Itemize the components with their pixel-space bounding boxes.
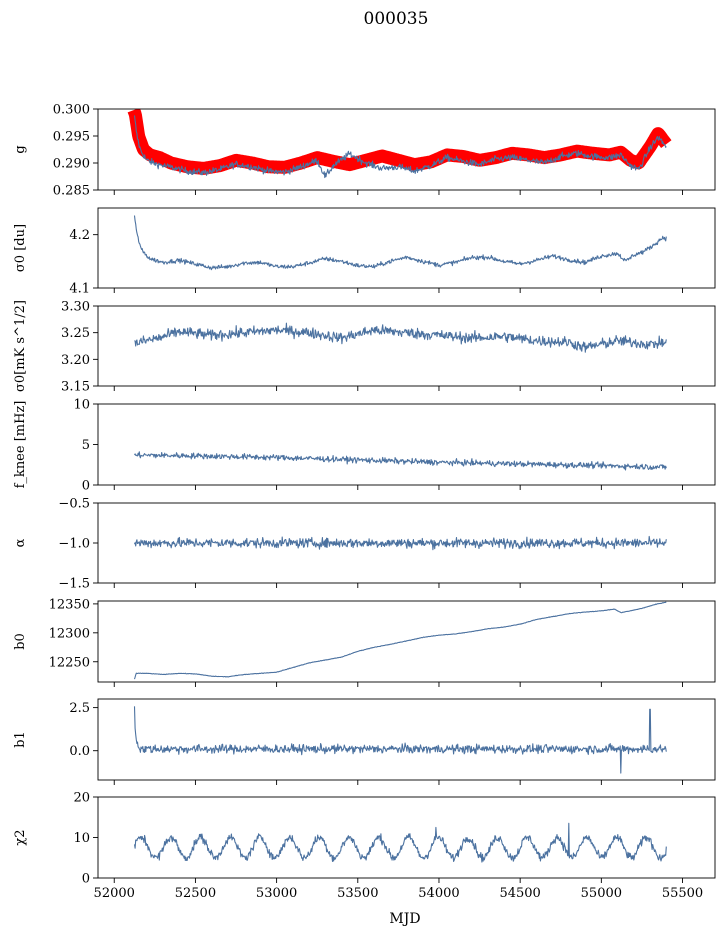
- y-tick-label: 10: [73, 398, 90, 413]
- y-tick-label: −0.5: [58, 497, 90, 512]
- y-axis-label: b1: [13, 731, 28, 748]
- y-tick-label: 10: [73, 831, 90, 846]
- series-data-line: [133, 215, 667, 271]
- x-tick-label: 54500: [499, 886, 540, 901]
- y-tick-label: 5: [82, 438, 90, 453]
- panel-frame: [97, 108, 716, 191]
- y-axis-label: α: [13, 538, 28, 547]
- x-tick-label: 52000: [94, 886, 135, 901]
- series-data-line: [134, 322, 667, 353]
- panel-fknee: 0 5 10 f_knee [mHz]: [13, 398, 716, 494]
- y-tick-label: 2.5: [69, 701, 90, 716]
- y-tick-label: 4.1: [69, 282, 90, 297]
- y-tick-label: 3.15: [61, 380, 90, 395]
- panel-frame: [97, 207, 716, 289]
- x-tick-label: 52500: [175, 886, 216, 901]
- series-model-line: [127, 109, 673, 175]
- y-tick-label: −1.0: [58, 537, 90, 552]
- x-tick-label: 53000: [256, 886, 297, 901]
- y-tick-label: 0.300: [53, 103, 90, 118]
- y-axis-label: b0: [13, 633, 28, 650]
- series-data-line: [133, 535, 667, 551]
- panel-b0: 12250 12300 12350 b0: [13, 597, 716, 687]
- panel-frame: [97, 305, 716, 387]
- x-tick-label: 53500: [337, 886, 378, 901]
- y-tick-label: 0.295: [53, 130, 90, 145]
- panel-g: 0.285 0.290 0.295 0.300 g: [13, 103, 716, 199]
- y-tick-label: 3.30: [61, 300, 90, 315]
- y-tick-label: 0.0: [69, 744, 90, 759]
- x-tick-label: 54000: [418, 886, 459, 901]
- x-axis-label: MJD: [389, 911, 420, 927]
- panel-frame: [97, 600, 716, 683]
- y-axis-label: f_knee [mHz]: [13, 401, 28, 489]
- panel-sigma0-mk: 3.15 3.20 3.25 3.30 σ0[mK s^1/2]: [13, 300, 716, 395]
- y-tick-label: 0.290: [53, 157, 90, 172]
- y-tick-label: 0: [82, 872, 90, 887]
- panel-alpha: −1.5 −1.0 −0.5 α: [13, 497, 716, 592]
- series-data-line: [133, 601, 667, 680]
- y-axis-label: χ2: [13, 829, 28, 845]
- y-tick-label: 0.285: [53, 184, 90, 199]
- y-axis-label: σ0 [du]: [13, 224, 28, 272]
- y-axis-label: σ0[mK s^1/2]: [13, 300, 28, 392]
- y-tick-label: −1.5: [58, 577, 90, 592]
- panel-sigma0-du: 4.1 4.2 σ0 [du]: [13, 207, 716, 297]
- y-tick-label: 12250: [49, 655, 90, 670]
- y-tick-label: 12350: [49, 597, 90, 612]
- panel-chi2: 0 10 20 χ2 52000 52500 53000 53500 54000 54500 550…: [13, 791, 716, 901]
- figure-title: 000035: [364, 9, 429, 29]
- series-data-line: [134, 451, 667, 471]
- y-tick-label: 3.25: [61, 326, 90, 341]
- y-axis-label: g: [13, 145, 28, 153]
- series-data-line: [133, 115, 667, 179]
- y-tick-label: 20: [73, 791, 90, 806]
- y-tick-label: 3.20: [61, 353, 90, 368]
- series-data-line: [133, 822, 667, 863]
- y-tick-label: 4.2: [69, 228, 90, 243]
- y-tick-label: 0: [82, 479, 90, 494]
- panel-b1: 0.0 2.5 b1: [13, 698, 716, 785]
- panel-frame: [97, 403, 716, 486]
- series-data-line: [133, 706, 667, 774]
- y-tick-label: 12300: [49, 626, 90, 641]
- x-tick-label: 55000: [581, 886, 622, 901]
- panel-frame: [97, 698, 716, 781]
- x-tick-label: 55500: [662, 886, 703, 901]
